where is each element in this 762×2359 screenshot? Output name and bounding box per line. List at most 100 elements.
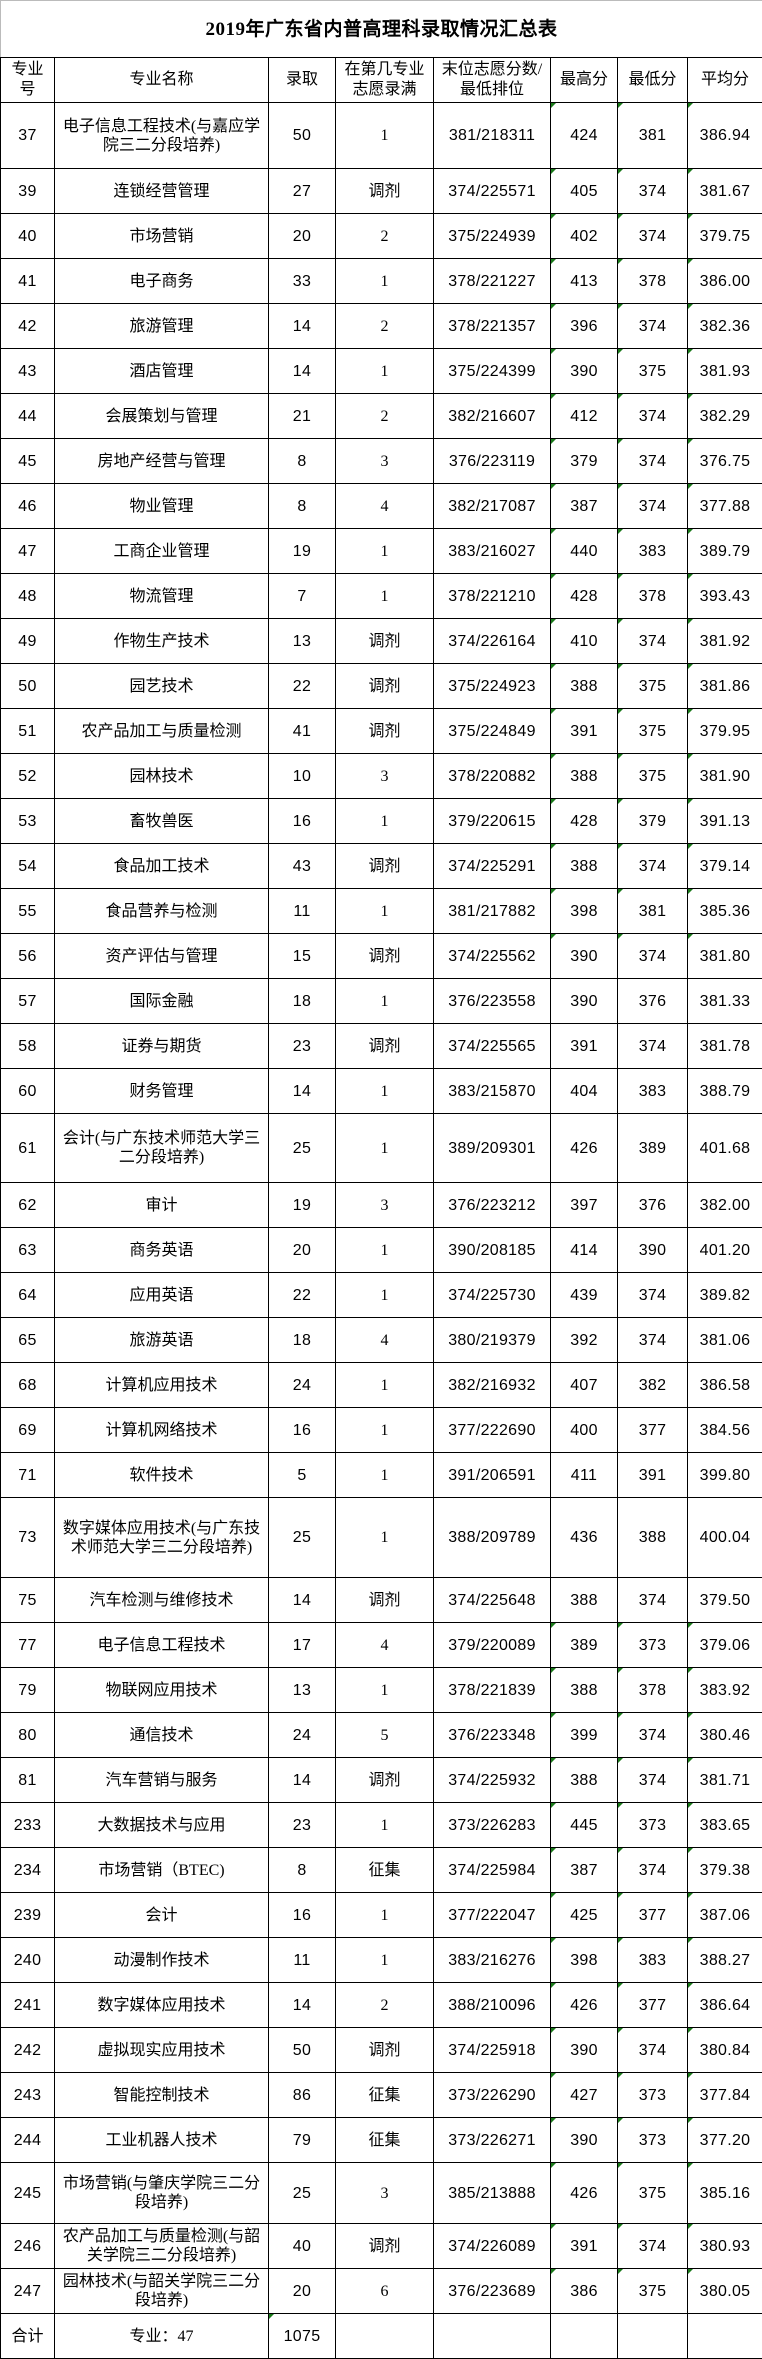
cell-max: 388 — [551, 754, 618, 799]
cell-avg: 377.20 — [688, 2118, 762, 2163]
cell-code: 245 — [1, 2163, 55, 2224]
cell-name: 电子信息工程技术(与嘉应学院三二分段培养) — [55, 103, 269, 169]
cell-max: 426 — [551, 1114, 618, 1183]
cell-admitted: 15 — [269, 934, 336, 979]
cell-min: 374 — [618, 2028, 688, 2073]
cell-last: 374/225730 — [434, 1273, 551, 1318]
cell-name: 资产评估与管理 — [55, 934, 269, 979]
cell-min: 390 — [618, 1228, 688, 1273]
cell-min: 374 — [618, 619, 688, 664]
header-min: 最低分 — [618, 58, 688, 103]
cell-round: 调剂 — [336, 2224, 434, 2269]
cell-min: 378 — [618, 259, 688, 304]
cell-code: 62 — [1, 1183, 55, 1228]
cell-last: 374/225932 — [434, 1758, 551, 1803]
cell-max: 426 — [551, 2163, 618, 2224]
cell-code: 243 — [1, 2073, 55, 2118]
cell-max: 390 — [551, 2028, 618, 2073]
cell-admitted: 20 — [269, 2269, 336, 2314]
cell-min: 379 — [618, 799, 688, 844]
cell-last: 390/208185 — [434, 1228, 551, 1273]
cell-admitted: 40 — [269, 2224, 336, 2269]
cell-last: 376/223212 — [434, 1183, 551, 1228]
cell-admitted: 16 — [269, 1408, 336, 1453]
cell-round: 1 — [336, 979, 434, 1024]
cell-max: 445 — [551, 1803, 618, 1848]
cell-max: 405 — [551, 169, 618, 214]
cell-min: 374 — [618, 1713, 688, 1758]
cell-max: 399 — [551, 1713, 618, 1758]
cell-avg: 389.79 — [688, 529, 762, 574]
cell-max: 440 — [551, 529, 618, 574]
cell-code: 48 — [1, 574, 55, 619]
cell-last: 389/209301 — [434, 1114, 551, 1183]
cell-min: 375 — [618, 2163, 688, 2224]
header-avg: 平均分 — [688, 58, 762, 103]
cell-admitted: 14 — [269, 1983, 336, 2028]
cell-name: 汽车营销与服务 — [55, 1758, 269, 1803]
cell-max: 407 — [551, 1363, 618, 1408]
cell-round: 5 — [336, 1713, 434, 1758]
cell-admitted: 7 — [269, 574, 336, 619]
cell-round: 1 — [336, 889, 434, 934]
cell-min: 381 — [618, 889, 688, 934]
cell-min: 375 — [618, 754, 688, 799]
cell-max: 391 — [551, 709, 618, 754]
cell-min: 374 — [618, 2224, 688, 2269]
cell-last: 374/225984 — [434, 1848, 551, 1893]
cell-last: 374/225291 — [434, 844, 551, 889]
cell-code: 73 — [1, 1498, 55, 1578]
cell-avg: 379.14 — [688, 844, 762, 889]
cell-last: 383/216276 — [434, 1938, 551, 1983]
cell-max: 425 — [551, 1893, 618, 1938]
cell-round: 调剂 — [336, 2028, 434, 2073]
cell-name: 旅游英语 — [55, 1318, 269, 1363]
cell-admitted: 8 — [269, 439, 336, 484]
header-last-score: 末位志愿分数/最低排位 — [434, 58, 551, 103]
cell-admitted: 24 — [269, 1363, 336, 1408]
cell-admitted: 23 — [269, 1024, 336, 1069]
cell-code: 37 — [1, 103, 55, 169]
cell-round: 1 — [336, 1803, 434, 1848]
cell-min: 382 — [618, 1363, 688, 1408]
cell-code: 234 — [1, 1848, 55, 1893]
cell-round: 3 — [336, 1183, 434, 1228]
cell-avg: 383.92 — [688, 1668, 762, 1713]
cell-last: 376/223558 — [434, 979, 551, 1024]
cell-code: 50 — [1, 664, 55, 709]
cell-last: 383/215870 — [434, 1069, 551, 1114]
cell-last: 381/217882 — [434, 889, 551, 934]
cell-avg: 381.71 — [688, 1758, 762, 1803]
cell-min: 378 — [618, 574, 688, 619]
cell-code: 51 — [1, 709, 55, 754]
cell-min: 381 — [618, 103, 688, 169]
cell-name: 工商企业管理 — [55, 529, 269, 574]
cell-round: 3 — [336, 754, 434, 799]
cell-avg: 376.75 — [688, 439, 762, 484]
cell-code: 75 — [1, 1578, 55, 1623]
cell-max: 428 — [551, 574, 618, 619]
total-majors: 专业：47 — [55, 2314, 269, 2359]
cell-min: 373 — [618, 2073, 688, 2118]
cell-last: 376/223348 — [434, 1713, 551, 1758]
cell-admitted: 17 — [269, 1623, 336, 1668]
cell-last: 375/224939 — [434, 214, 551, 259]
cell-avg: 382.36 — [688, 304, 762, 349]
cell-admitted: 14 — [269, 1758, 336, 1803]
cell-admitted: 14 — [269, 1069, 336, 1114]
cell-max: 413 — [551, 259, 618, 304]
cell-min: 374 — [618, 169, 688, 214]
header-round: 在第几专业志愿录满 — [336, 58, 434, 103]
empty — [618, 2314, 688, 2359]
cell-code: 64 — [1, 1273, 55, 1318]
cell-last: 382/216607 — [434, 394, 551, 439]
cell-round: 1 — [336, 529, 434, 574]
cell-name: 农产品加工与质量检测(与韶关学院三二分段培养) — [55, 2224, 269, 2269]
cell-avg: 385.36 — [688, 889, 762, 934]
